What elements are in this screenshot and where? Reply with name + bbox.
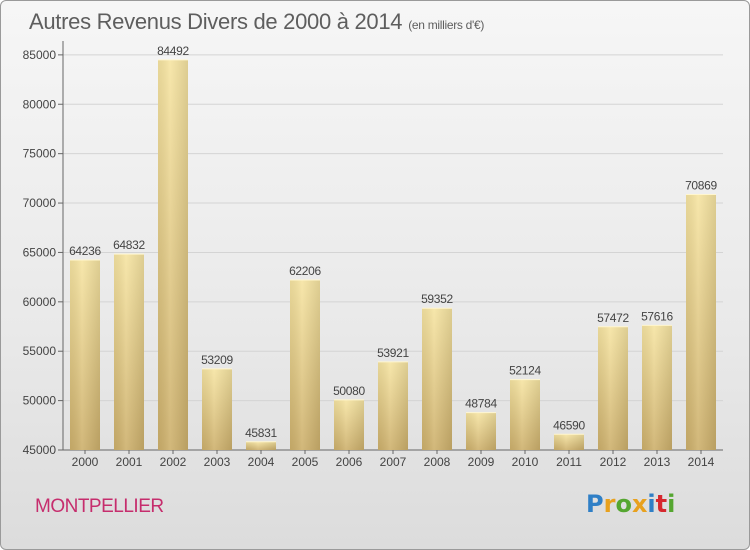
bar-shade-2000	[70, 259, 100, 450]
data-label: 59352	[421, 292, 453, 306]
data-label: 62206	[289, 264, 321, 278]
bar-shade-2010	[510, 379, 540, 450]
y-tick-label: 80000	[23, 97, 57, 111]
data-label: 48784	[465, 397, 497, 411]
bar-shade-2001	[114, 254, 144, 450]
y-tick-label: 60000	[23, 295, 57, 309]
logo-letter: o	[615, 490, 632, 518]
y-tick-label: 45000	[23, 443, 57, 457]
data-labels: 64236 64832 84492 53209 45831 62206 50080 53921…	[69, 44, 718, 440]
logo-letter: i	[647, 490, 656, 518]
data-label: 64236	[69, 244, 101, 258]
y-tick-label: 85000	[23, 48, 57, 62]
x-tick-label: 2009	[468, 455, 495, 469]
bar-shade-2005	[290, 280, 320, 450]
x-tick-label: 2010	[512, 455, 539, 469]
x-tick-label: 2003	[204, 455, 231, 469]
x-tick-label: 2002	[160, 455, 187, 469]
bar-shade-2014	[686, 194, 716, 450]
x-tick-label: 2012	[600, 455, 627, 469]
x-tick-label: 2008	[424, 455, 451, 469]
chart-title: Autres Revenus Divers de 2000 à 2014 (en …	[29, 9, 484, 35]
data-label: 64832	[113, 238, 145, 252]
bar-shade-2004	[246, 441, 276, 450]
y-tick-label: 50000	[23, 394, 57, 408]
bar-shade-2003	[202, 368, 232, 450]
data-label: 57616	[641, 309, 673, 323]
y-tick-label: 55000	[23, 344, 57, 358]
x-tick-label: 2000	[72, 455, 99, 469]
x-tick-label: 2004	[248, 455, 275, 469]
bar-shade-2013	[642, 325, 672, 450]
chart-subtitle: (en milliers d'€)	[408, 18, 485, 32]
data-label: 57472	[597, 311, 629, 325]
city-name: MONTPELLIER	[35, 496, 164, 517]
x-tick-label: 2005	[292, 455, 319, 469]
bars	[70, 59, 716, 451]
bar-shade-2012	[598, 326, 628, 450]
data-label: 46590	[553, 418, 585, 432]
logo-letter: i	[667, 490, 676, 518]
logo-letter: x	[631, 490, 648, 518]
logo-letter: P	[586, 490, 604, 518]
data-label: 52124	[509, 364, 541, 378]
bar-shade-2009	[466, 412, 496, 450]
x-tick-label: 2011	[556, 455, 582, 469]
chart-title-text: Autres Revenus Divers de 2000 à 2014	[29, 9, 403, 34]
y-tick-label: 65000	[23, 245, 57, 259]
x-tick-label: 2013	[644, 455, 671, 469]
bar-shade-2006	[334, 399, 364, 450]
data-label: 53209	[201, 353, 233, 367]
bar-shade-2002	[158, 59, 188, 451]
logo-letter: r	[603, 490, 616, 518]
y-tick-label: 70000	[23, 196, 57, 210]
bar-shade-2007	[378, 361, 408, 450]
data-label: 45831	[245, 426, 277, 440]
bar-shade-2011	[554, 434, 584, 450]
data-label: 84492	[157, 44, 189, 58]
data-label: 50080	[333, 384, 365, 398]
x-tick-label: 2001	[116, 455, 143, 469]
x-tick-label: 2007	[380, 455, 407, 469]
data-label: 53921	[377, 346, 409, 360]
y-tick-label: 75000	[23, 147, 57, 161]
proxiti-logo: Proxiti	[586, 490, 675, 518]
bar-shade-2008	[422, 308, 452, 450]
data-label: 70869	[685, 178, 717, 192]
logo-letter: t	[655, 490, 668, 518]
x-tick-label: 2006	[336, 455, 363, 469]
x-tick-label: 2014	[688, 455, 715, 469]
